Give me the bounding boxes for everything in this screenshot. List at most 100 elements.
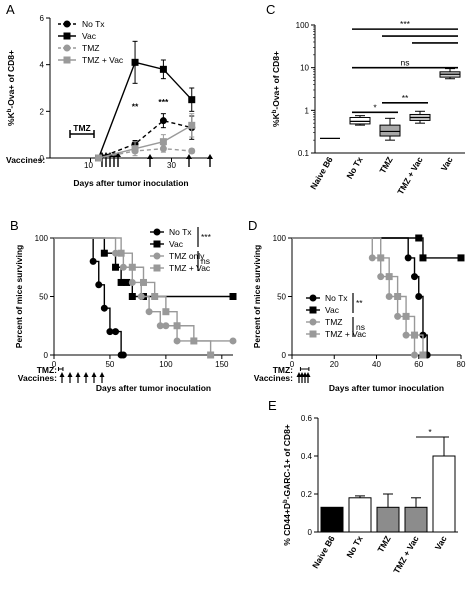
survival-point-vac — [419, 254, 427, 262]
data-point-tmz-vac — [131, 145, 139, 153]
category-label-vac: Vac — [433, 534, 449, 552]
category-label-tmz: TMZ — [377, 155, 394, 175]
survival-point-tmz — [394, 312, 402, 320]
schedule-arrow-head-3 — [83, 372, 89, 377]
data-point-tmz — [188, 147, 196, 155]
data-point-tmz-vac — [95, 154, 103, 162]
survival-point-tmz-vac — [419, 351, 427, 359]
legend-label-vac: Vac — [169, 239, 184, 249]
data-point-no-tx — [159, 117, 167, 125]
panel-label-c: C — [266, 2, 275, 17]
stat-label: ns — [356, 322, 365, 332]
x-tick-label: 0 — [52, 360, 57, 369]
y-axis-label: %Kb-Ova+ of CD8+ — [271, 51, 281, 127]
data-point-vac — [159, 65, 167, 73]
survival-point-tmz-only — [145, 308, 153, 316]
significance-label: * — [428, 427, 432, 437]
survival-point-no-tx — [411, 273, 419, 281]
schedule-arrow-head-1 — [67, 372, 73, 377]
survival-point-tmz-vac — [377, 254, 385, 262]
legend-marker-vac — [153, 240, 161, 248]
survival-point-tmz-only — [162, 322, 170, 330]
y-tick-label: 0.4 — [301, 452, 313, 461]
panel-c-box-plot: C 0.1 1 10 100 %Kb-Ova+ of CD8+ Naive B6 No Tx T… — [266, 2, 465, 196]
schedule-arrow-head-0 — [59, 372, 65, 377]
tmz-schedule-label: TMZ: — [37, 365, 57, 375]
legend-marker-vac — [63, 32, 71, 40]
significance-label: * — [373, 102, 377, 112]
survival-point-tmz-vac — [394, 293, 402, 300]
legend-marker-tmz-vac — [153, 264, 161, 272]
y-tick-label: 0.2 — [301, 490, 313, 499]
survival-point-tmz-vac — [151, 293, 159, 300]
survival-point-no-tx — [119, 351, 127, 359]
y-tick-label: 0.6 — [301, 414, 313, 423]
legend-marker-tmz — [63, 44, 71, 52]
survival-point-tmz — [377, 273, 385, 281]
panel-d-survival-chart: D 0 50 100 0 20 40 60 80 Percent of mice survivin… — [248, 218, 466, 393]
survival-point-no-tx — [89, 257, 97, 265]
x-tick-label: 10 — [84, 161, 93, 170]
bar-vac — [432, 455, 456, 533]
y-tick-label: 0 — [282, 351, 287, 360]
survival-point-tmz-vac — [207, 351, 215, 359]
legend-label-no-tx: No Tx — [325, 293, 348, 303]
category-label-naive-b6: Naive B6 — [310, 534, 337, 570]
x-axis-label: Days after tumor inoculation — [96, 383, 211, 393]
survival-point-no-tx — [415, 293, 423, 300]
vaccine-arrow-4-head — [115, 152, 121, 157]
survival-point-tmz-vac — [173, 322, 181, 330]
survival-point-vac — [128, 293, 136, 300]
x-tick-label: 0 — [290, 360, 295, 369]
stat-label: ns — [201, 256, 210, 266]
series-line-tmz — [98, 147, 192, 159]
y-axis-label: %Kb-Ova+ of CD8+ — [6, 50, 16, 126]
y-tick-label: 0.1 — [298, 149, 310, 158]
significance-label: ** — [132, 102, 139, 112]
category-label-no-tx: No Tx — [344, 534, 365, 560]
survival-point-no-tx — [112, 328, 120, 336]
legend-marker-tmz-vac — [63, 56, 71, 64]
stat-label: *** — [201, 232, 212, 242]
schedule-arrow-head-3 — [305, 372, 311, 377]
survival-point-vac — [100, 249, 108, 257]
vaccines-schedule-label: Vaccines: — [254, 373, 293, 383]
legend-label-tmz: TMZ — [82, 43, 99, 53]
series-line-tmz-vac — [98, 124, 193, 159]
survival-point-tmz-vac — [190, 337, 198, 345]
survival-point-tmz — [402, 331, 410, 339]
significance-label: ns — [401, 58, 410, 68]
y-tick-label: 50 — [277, 293, 286, 302]
boost-arrow-1-head — [186, 154, 192, 159]
legend-marker-no-tx — [309, 294, 317, 302]
survival-point-tmz-only — [173, 337, 181, 345]
boost-arrow-2-head — [207, 154, 213, 159]
bar-tmz-vac — [404, 506, 428, 533]
vaccines-schedule-label: Vaccines: — [18, 373, 57, 383]
schedule-arrow-head-2 — [75, 372, 81, 377]
survival-curve-vac — [292, 237, 461, 259]
legend-label-tmz: TMZ — [325, 317, 342, 327]
boost-arrow-0-head — [147, 154, 153, 159]
series-line-vac — [97, 61, 193, 159]
bar-no-tx — [348, 497, 372, 533]
y-tick-label: 4 — [40, 61, 45, 70]
survival-point-tmz-vac — [140, 278, 147, 286]
tmz-label: TMZ — [73, 123, 90, 133]
y-tick-label: 50 — [39, 293, 48, 302]
data-point-vac — [188, 96, 196, 104]
x-tick-label: 30 — [167, 161, 176, 170]
legend-label-tmz-vac: TMZ + Vac — [169, 263, 211, 273]
y-tick-label: 100 — [35, 234, 49, 243]
survival-point-no-tx — [100, 304, 108, 312]
panel-label-b: B — [10, 218, 19, 233]
category-label-no-tx: No Tx — [344, 155, 365, 181]
x-tick-label: 80 — [457, 360, 466, 369]
significance-label: *** — [158, 97, 169, 107]
y-tick-label: 100 — [273, 234, 287, 243]
y-axis-label: % CD44+Db-GARC-1+ of CD8+ — [282, 424, 292, 546]
panel-e-bar-chart: E 0 0.2 0.4 0.6 % CD44+Db-GARC-1+ of CD8+ Naiv… — [268, 398, 458, 575]
panel-label-d: D — [248, 218, 257, 233]
survival-point-tmz-vac — [117, 249, 125, 257]
bar-tmz — [376, 506, 400, 533]
